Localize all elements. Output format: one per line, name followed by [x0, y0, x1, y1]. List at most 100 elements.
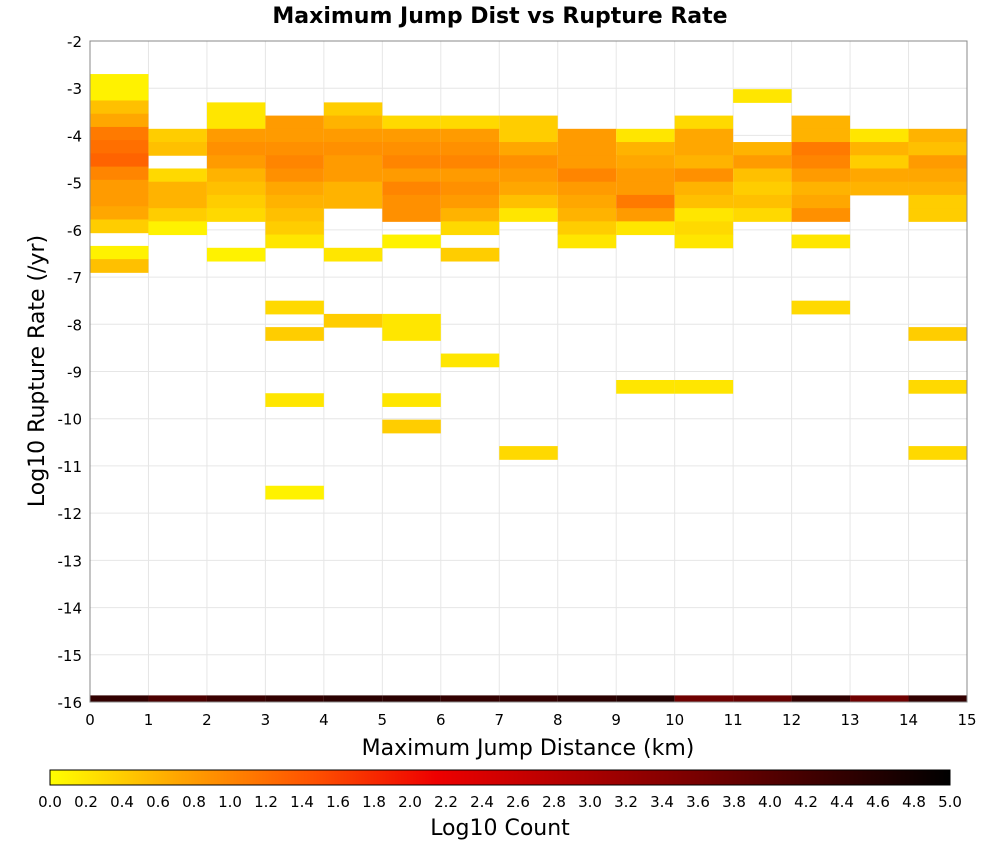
- heatmap-cell: [616, 181, 675, 196]
- heatmap-cell: [440, 155, 500, 169]
- heatmap-cell: [616, 142, 675, 156]
- heatmap-cell: [265, 221, 324, 236]
- heatmap-cell: [206, 194, 266, 209]
- x-tick-labels: 0 1 2 3 4 5 6 7 8 9 10 11 12 13 14 15: [85, 711, 976, 729]
- heatmap-cell: [90, 206, 149, 220]
- colorbar-tick-label: 3.0: [578, 793, 602, 811]
- heatmap-cell: [323, 102, 383, 117]
- y-tick-label: -4: [67, 127, 82, 145]
- heatmap-cell: [499, 194, 558, 209]
- heatmap-cell: [850, 155, 909, 169]
- heatmap-cell: [674, 142, 734, 156]
- heatmap-cell: [616, 208, 675, 222]
- heatmap-cell: [791, 194, 851, 209]
- heatmap-cell: [733, 194, 792, 209]
- x-tick-label: 1: [144, 711, 154, 729]
- heatmap-cell: [440, 142, 500, 156]
- colorbar-tick-label: 0.6: [146, 793, 170, 811]
- heatmap-cell: [148, 142, 207, 156]
- heatmap-cell: [90, 179, 149, 194]
- x-tick-label: 3: [261, 711, 271, 729]
- heatmap-cell: [791, 168, 851, 183]
- heatmap-cell: [265, 485, 324, 500]
- x-tick-label: 14: [899, 711, 918, 729]
- heatmap-cell: [908, 155, 967, 169]
- colorbar-tick-labels: 0.0 0.2 0.4 0.6 0.8 1.0 1.2 1.4 1.6 1.8 2.0 2.2 2.4 2…: [38, 793, 962, 811]
- heatmap-cell: [499, 142, 558, 156]
- heatmap-cell: [90, 140, 149, 154]
- heatmap-cell: [616, 379, 675, 394]
- heatmap-cell: [674, 128, 734, 143]
- heatmap-cell: [265, 181, 324, 196]
- plot-frame: [89, 40, 968, 703]
- y-tick-label: -13: [58, 552, 83, 570]
- heatmap-cell: [90, 100, 149, 115]
- heatmap-cell: [908, 194, 967, 209]
- heatmap-cell: [733, 89, 792, 103]
- chart-title: Maximum Jump Dist vs Rupture Rate: [272, 4, 727, 29]
- colorbar-tick-label: 0.0: [38, 793, 62, 811]
- heatmap-cell: [382, 419, 441, 434]
- heatmap-cell: [557, 168, 617, 183]
- heatmap-cell: [616, 128, 675, 143]
- x-tick-label: 9: [611, 711, 621, 729]
- x-tick-label: 4: [319, 711, 329, 729]
- heatmap-cell: [90, 259, 149, 273]
- heatmap-cell: [265, 155, 324, 169]
- heatmap-cell: [265, 128, 324, 143]
- heatmap-cell-bottom: [265, 695, 324, 702]
- heatmap-cell: [791, 181, 851, 196]
- heatmap-cell: [616, 168, 675, 183]
- x-tick-label: 0: [85, 711, 95, 729]
- heatmap-cell: [382, 327, 441, 341]
- heatmap-cell: [557, 155, 617, 169]
- y-tick-label: -6: [67, 222, 82, 240]
- heatmap-cell: [323, 155, 383, 169]
- heatmap-cell-bottom: [616, 695, 675, 702]
- heatmap-cell: [557, 234, 617, 249]
- y-tick-label: -14: [58, 600, 83, 618]
- heatmap-cell: [440, 168, 500, 183]
- colorbar-tick-label: 0.4: [110, 793, 134, 811]
- heatmap-cell: [440, 247, 500, 262]
- heatmap-cell: [206, 128, 266, 143]
- x-axis-label: Maximum Jump Distance (km): [362, 736, 695, 761]
- heatmap-cell: [323, 181, 383, 196]
- heatmap-cell: [382, 194, 441, 209]
- heatmap-cell: [265, 393, 324, 407]
- heatmap-cell: [90, 113, 149, 128]
- heatmap-cell-bottom: [440, 695, 500, 702]
- heatmap-cell: [850, 142, 909, 156]
- heatmap-cell: [674, 155, 734, 169]
- colorbar-tick-label: 2.8: [542, 793, 566, 811]
- x-tick-label: 10: [665, 711, 684, 729]
- heatmap-cell: [90, 166, 149, 181]
- colorbar-tick-label: 3.4: [650, 793, 674, 811]
- heatmap-cell: [499, 208, 558, 222]
- heatmap-cell-bottom: [791, 695, 851, 702]
- heatmap-cell: [908, 446, 967, 460]
- heatmap-cell: [791, 115, 851, 130]
- heatmap-cell-bottom: [90, 695, 149, 702]
- heatmap-cell-bottom: [674, 695, 734, 702]
- heatmap-cell: [733, 168, 792, 183]
- x-tick-label: 8: [553, 711, 563, 729]
- colorbar-tick-label: 2.6: [506, 793, 530, 811]
- heatmap-cell: [616, 194, 675, 209]
- heatmap-cell: [323, 128, 383, 143]
- heatmap-cell: [206, 155, 266, 169]
- y-tick-labels: -2 -3 -4 -5 -6 -7 -8 -9 -10 -11 -12 -13 -14 -15 -16: [58, 33, 83, 712]
- colorbar-tick-label: 1.8: [362, 793, 386, 811]
- heatmap-cell: [791, 142, 851, 156]
- colorbar-tick-label: 5.0: [938, 793, 962, 811]
- x-tick-label: 13: [841, 711, 860, 729]
- heatmap-cell: [733, 142, 792, 156]
- y-tick-label: -7: [67, 269, 82, 287]
- heatmap-cell: [206, 181, 266, 196]
- y-tick-label: -2: [67, 33, 82, 51]
- heatmap-cell: [382, 181, 441, 196]
- heatmap-cell: [674, 194, 734, 209]
- heatmap-cell: [557, 221, 617, 236]
- heatmap-cell: [850, 128, 909, 143]
